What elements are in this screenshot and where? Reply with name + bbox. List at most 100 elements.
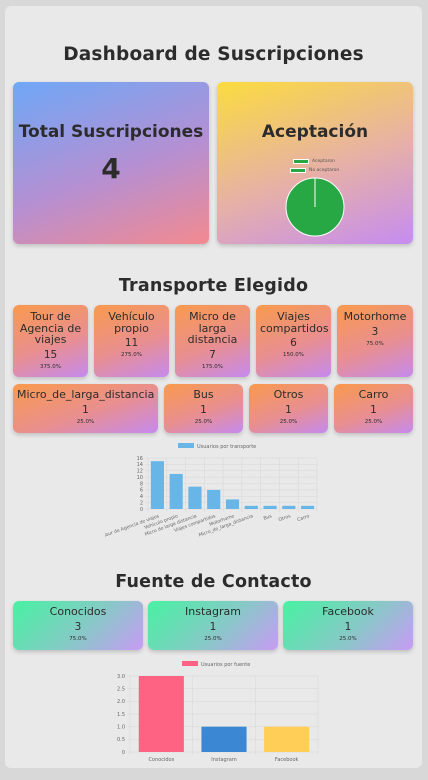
y-tick-label: 2 bbox=[140, 500, 143, 506]
y-tick-label: 14 bbox=[137, 462, 143, 468]
total-subscriptions-title: Total Suscripciones bbox=[18, 122, 204, 142]
transport-name: Motorhome bbox=[343, 310, 407, 323]
bar-instagram[interactable] bbox=[201, 726, 247, 752]
x-tick-label: Instagram bbox=[211, 757, 237, 762]
bar-micro-de-larga-distancia[interactable] bbox=[188, 486, 202, 509]
acceptance-pie-chart bbox=[285, 177, 345, 237]
transport-card-vehiculo-propio: Vehículo propio 11 275.0% bbox=[94, 305, 169, 377]
transport-count: 7 bbox=[209, 348, 216, 361]
acceptance-card: Aceptación Aceptaron No aceptaron bbox=[217, 82, 413, 244]
total-subscriptions-value: 4 bbox=[101, 152, 121, 185]
page-title: Dashboard de Suscripciones bbox=[63, 44, 364, 65]
y-tick-label: 1.0 bbox=[117, 724, 125, 730]
y-tick-label: 16 bbox=[137, 456, 143, 462]
contact-chart-legend[interactable]: Usuarios por fuente bbox=[182, 661, 250, 668]
contact-card-conocidos: Conocidos 3 75.0% bbox=[13, 601, 143, 650]
transport-count: 1 bbox=[200, 403, 207, 416]
transport-count: 1 bbox=[285, 403, 292, 416]
transport-chart-bars bbox=[150, 461, 315, 509]
legend-not-accepted-label: No aceptaron bbox=[309, 168, 340, 173]
contact-percentage: 25.0% bbox=[339, 635, 357, 642]
contact-chart-y-axis: 0 0.5 1.0 1.5 2.0 2.5 3.0 bbox=[117, 674, 125, 756]
transport-card-motorhome: Motorhome 3 75.0% bbox=[337, 305, 413, 377]
contact-legend-swatch bbox=[182, 661, 198, 666]
y-tick-label: 10 bbox=[137, 475, 143, 481]
y-tick-label: 8 bbox=[140, 481, 143, 487]
bar-conocidos[interactable] bbox=[138, 676, 184, 752]
y-tick-label: 3.0 bbox=[117, 674, 125, 680]
legend-accepted[interactable]: Aceptaron bbox=[293, 159, 335, 164]
legend-not-accepted[interactable]: No aceptaron bbox=[290, 168, 339, 173]
x-tick-label: Otros bbox=[278, 513, 292, 523]
transport-section-title: Transporte Elegido bbox=[118, 276, 309, 296]
transport-percentage: 75.0% bbox=[366, 340, 384, 347]
x-tick-label: Facebook bbox=[275, 757, 299, 762]
transport-count: 1 bbox=[370, 403, 377, 416]
bar-carro[interactable] bbox=[301, 505, 315, 509]
contact-count: 1 bbox=[344, 620, 352, 633]
y-tick-label: 6 bbox=[140, 488, 143, 494]
contact-percentage: 75.0% bbox=[69, 635, 87, 642]
bar-otros[interactable] bbox=[282, 505, 296, 509]
legend-accepted-label: Aceptaron bbox=[312, 159, 335, 164]
transport-count: 11 bbox=[124, 337, 139, 349]
transport-percentage: 375.0% bbox=[40, 363, 61, 370]
transport-count: 1 bbox=[82, 403, 89, 416]
transport-card-micro-larga-distancia: Micro de larga distancia 7 175.0% bbox=[175, 305, 250, 377]
contact-legend-label: Usuarios por fuente bbox=[201, 662, 250, 668]
contact-count: 3 bbox=[74, 620, 82, 633]
x-tick-label: Carro bbox=[297, 513, 311, 523]
bar-motorhome[interactable] bbox=[225, 499, 240, 509]
y-tick-label: 12 bbox=[137, 469, 143, 475]
contact-count: 1 bbox=[209, 620, 217, 633]
dashboard-container: Dashboard de Suscripciones Total Suscrip… bbox=[5, 6, 422, 768]
transport-card-micro-larga-distancia-2: Micro_de_larga_distancia 1 25.0% bbox=[13, 384, 158, 433]
bar-facebook[interactable] bbox=[264, 726, 310, 752]
y-tick-label: 1.5 bbox=[117, 712, 125, 718]
contact-chart-bars bbox=[138, 676, 310, 752]
total-subscriptions-card: Total Suscripciones 4 bbox=[13, 82, 209, 244]
y-tick-label: 4 bbox=[140, 494, 143, 500]
contact-name: Facebook bbox=[322, 605, 374, 618]
contact-card-instagram: Instagram 1 25.0% bbox=[148, 601, 278, 650]
transport-name: Micro de larga distancia bbox=[187, 310, 238, 346]
transport-name: Otros bbox=[273, 388, 304, 401]
transport-percentage: 25.0% bbox=[279, 418, 298, 425]
y-tick-label: 0 bbox=[140, 507, 143, 513]
transport-name: Tour de Agencia de viajes bbox=[19, 310, 82, 346]
transport-name: Viajes compartidos bbox=[260, 310, 329, 335]
transport-name: Vehículo propio bbox=[108, 310, 155, 335]
transport-percentage: 150.0% bbox=[283, 352, 304, 358]
transport-card-bus: Bus 1 25.0% bbox=[164, 384, 243, 433]
transport-name: Bus bbox=[193, 388, 214, 401]
legend-accepted-swatch bbox=[293, 159, 309, 164]
bar-tour-de-agencia-de-viajes[interactable] bbox=[150, 461, 164, 509]
contact-name: Conocidos bbox=[49, 605, 107, 618]
transport-name: Micro_de_larga_distancia bbox=[17, 388, 155, 401]
contact-section-title: Fuente de Contacto bbox=[115, 572, 312, 592]
transport-percentage: 275.0% bbox=[121, 352, 142, 358]
transport-count: 3 bbox=[371, 325, 379, 338]
y-tick-label: 0.5 bbox=[117, 737, 125, 743]
bar-micro-de-larga-distancia[interactable] bbox=[244, 505, 258, 509]
contact-bar-chart: Usuarios por fuente 00.51.01.52.02.53.0 … bbox=[117, 661, 319, 762]
bar-viajes-compartidos[interactable] bbox=[207, 489, 221, 509]
transport-percentage: 175.0% bbox=[202, 363, 223, 370]
transport-percentage: 25.0% bbox=[364, 418, 383, 425]
bar-bus[interactable] bbox=[263, 505, 277, 509]
legend-not-accepted-swatch bbox=[290, 168, 306, 173]
transport-card-tour-agencia: Tour de Agencia de viajes 15 375.0% bbox=[13, 305, 88, 377]
contact-card-facebook: Facebook 1 25.0% bbox=[283, 601, 413, 650]
transport-percentage: 25.0% bbox=[194, 418, 213, 425]
transport-legend-label: Usuarios por transporte bbox=[197, 444, 256, 450]
bar-veh-culo-propio[interactable] bbox=[169, 473, 183, 509]
x-tick-label: Conocidos bbox=[148, 757, 174, 762]
y-tick-label: 2.5 bbox=[117, 686, 125, 692]
transport-card-otros: Otros 1 25.0% bbox=[249, 384, 328, 433]
contact-percentage: 25.0% bbox=[204, 635, 222, 642]
transport-chart-legend[interactable]: Usuarios por transporte bbox=[178, 443, 256, 450]
y-tick-label: 0 bbox=[122, 750, 125, 756]
